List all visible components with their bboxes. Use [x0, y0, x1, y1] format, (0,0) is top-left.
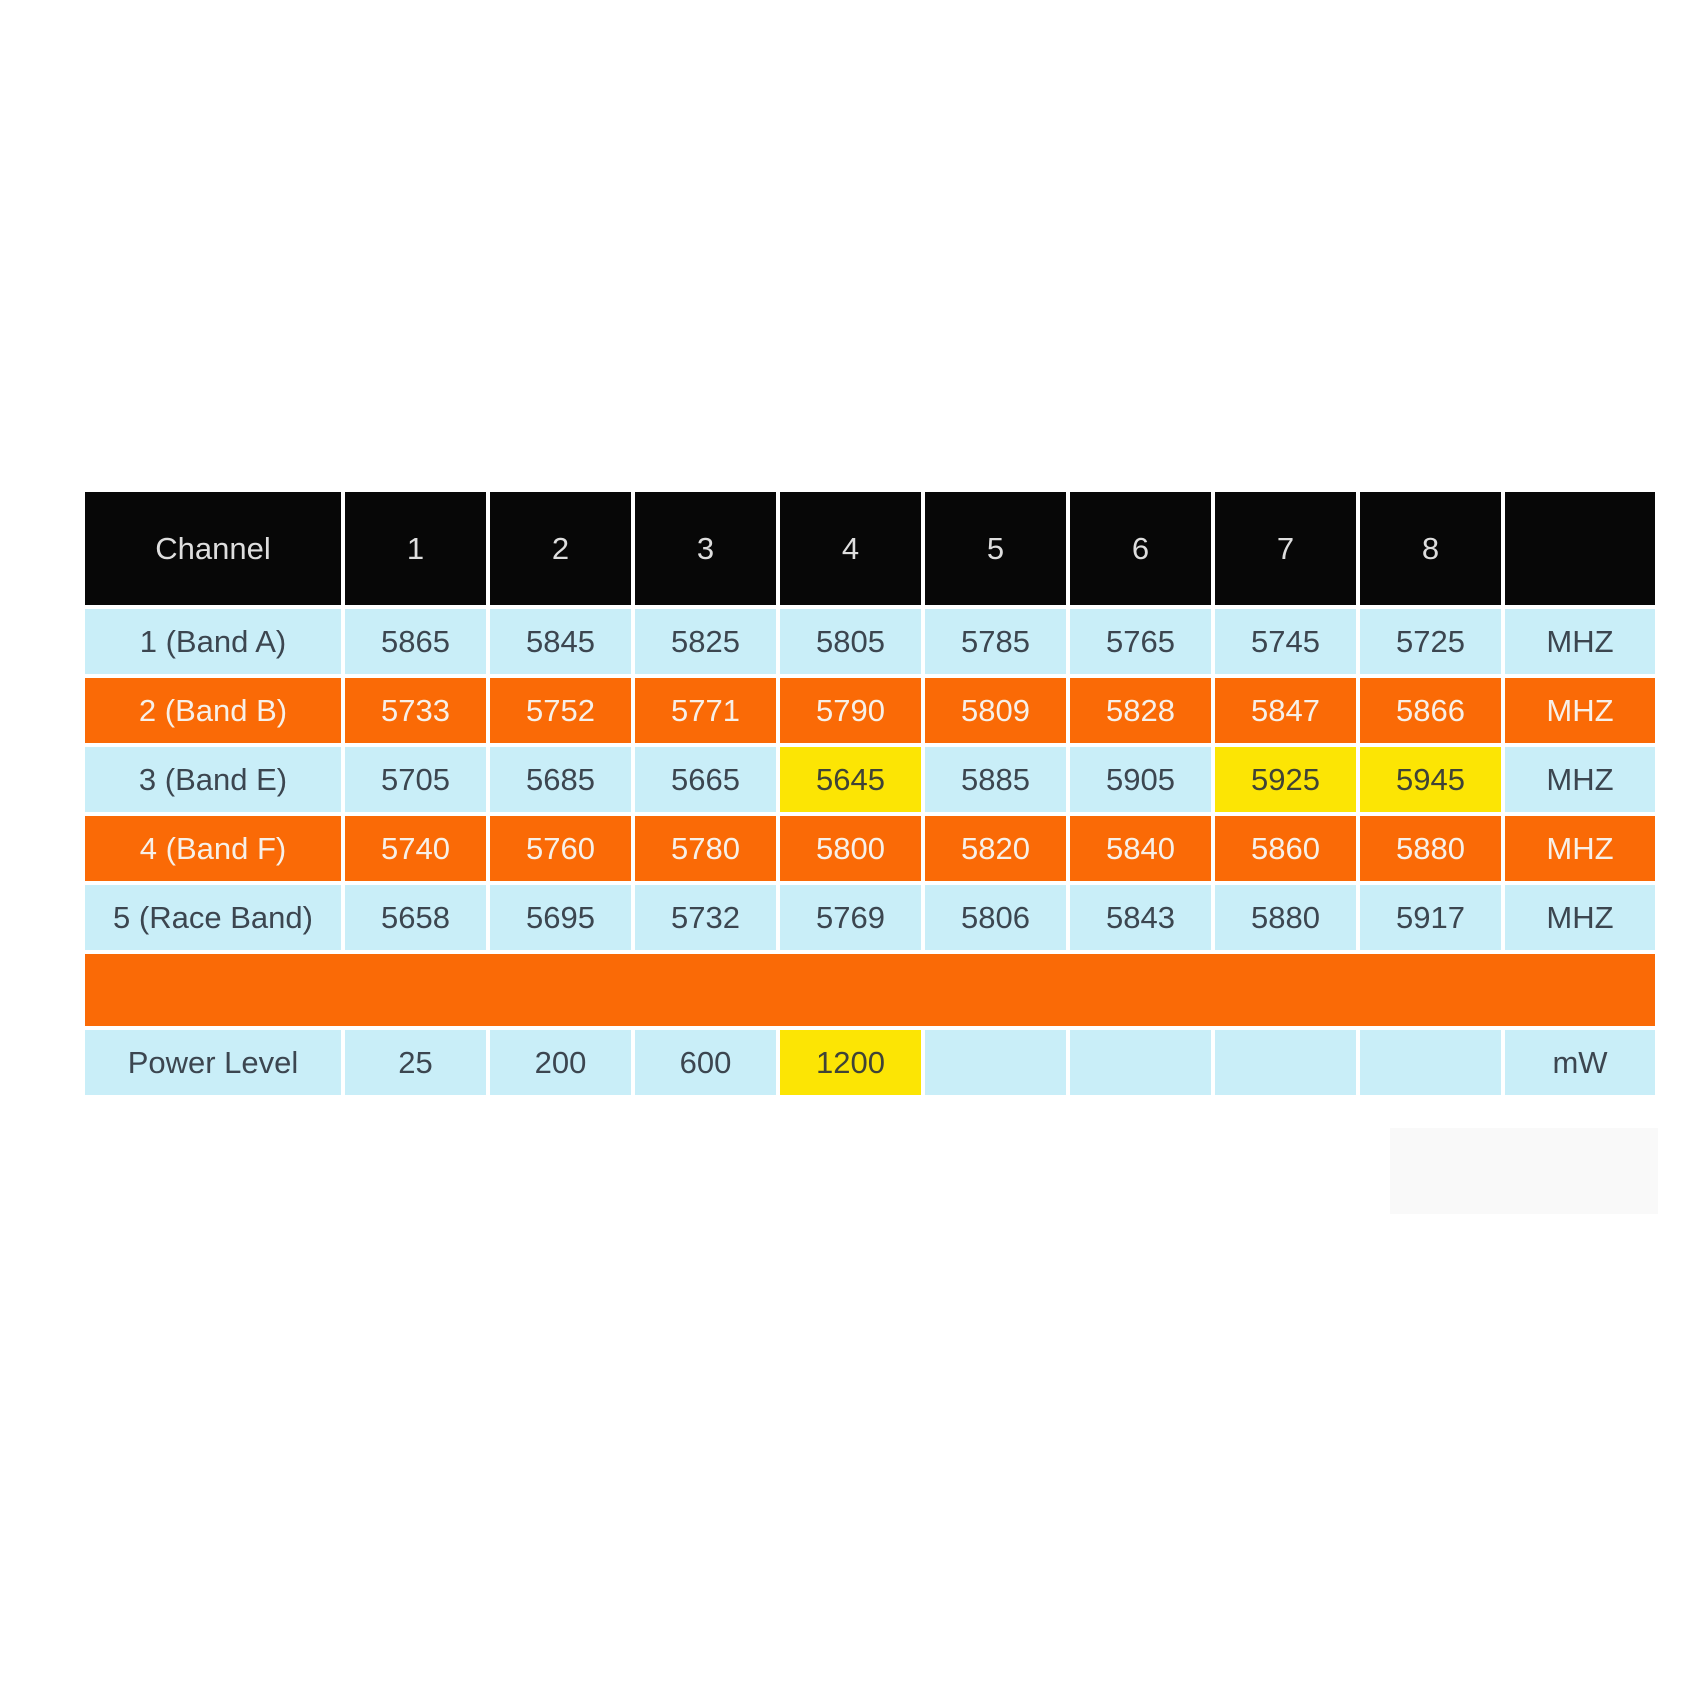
- freq-cell: 5840: [1070, 816, 1211, 881]
- freq-cell: 5828: [1070, 678, 1211, 743]
- freq-cell: 5809: [925, 678, 1066, 743]
- header-cell-ch1: 1: [345, 492, 486, 605]
- power-cell: 600: [635, 1030, 776, 1095]
- unit-cell-mhz: MHZ: [1505, 678, 1655, 743]
- freq-cell: 5860: [1215, 816, 1356, 881]
- freq-cell: 5790: [780, 678, 921, 743]
- power-cell: 200: [490, 1030, 631, 1095]
- freq-cell: 5745: [1215, 609, 1356, 674]
- freq-cell-highlighted: 5925: [1215, 747, 1356, 812]
- freq-cell: 5760: [490, 816, 631, 881]
- freq-cell: 5917: [1360, 885, 1501, 950]
- header-cell-ch6: 6: [1070, 492, 1211, 605]
- row-label-power-level: Power Level: [85, 1030, 341, 1095]
- freq-cell: 5865: [345, 609, 486, 674]
- freq-cell: 5880: [1215, 885, 1356, 950]
- header-cell-ch3: 3: [635, 492, 776, 605]
- freq-cell: 5825: [635, 609, 776, 674]
- row-label-band-a: 1 (Band A): [85, 609, 341, 674]
- header-cell-units: [1505, 492, 1655, 605]
- separator-band: [85, 954, 1655, 1026]
- power-cell: 25: [345, 1030, 486, 1095]
- freq-cell: 5905: [1070, 747, 1211, 812]
- freq-cell: 5765: [1070, 609, 1211, 674]
- header-cell-channel: Channel: [85, 492, 341, 605]
- freq-cell: 5845: [490, 609, 631, 674]
- freq-cell: 5769: [780, 885, 921, 950]
- freq-cell: 5843: [1070, 885, 1211, 950]
- freq-cell: 5695: [490, 885, 631, 950]
- row-label-race-band: 5 (Race Band): [85, 885, 341, 950]
- freq-cell: 5806: [925, 885, 1066, 950]
- power-cell: [1360, 1030, 1501, 1095]
- freq-cell: 5752: [490, 678, 631, 743]
- unit-cell-mhz: MHZ: [1505, 747, 1655, 812]
- unit-cell-mw: mW: [1505, 1030, 1655, 1095]
- power-cell: [1070, 1030, 1211, 1095]
- header-cell-ch7: 7: [1215, 492, 1356, 605]
- power-cell-highlighted: 1200: [780, 1030, 921, 1095]
- header-cell-ch5: 5: [925, 492, 1066, 605]
- row-label-band-e: 3 (Band E): [85, 747, 341, 812]
- freq-cell: 5880: [1360, 816, 1501, 881]
- unit-cell-mhz: MHZ: [1505, 609, 1655, 674]
- unit-cell-mhz: MHZ: [1505, 816, 1655, 881]
- power-cell: [1215, 1030, 1356, 1095]
- freq-cell-highlighted: 5945: [1360, 747, 1501, 812]
- header-cell-ch4: 4: [780, 492, 921, 605]
- freq-cell: 5733: [345, 678, 486, 743]
- freq-cell: 5785: [925, 609, 1066, 674]
- freq-cell: 5885: [925, 747, 1066, 812]
- frequency-table: Channel 1 2 3 4 5 6 7 8 1 (Band A) 5865 …: [85, 492, 1655, 1095]
- freq-cell: 5780: [635, 816, 776, 881]
- freq-cell: 5725: [1360, 609, 1501, 674]
- freq-cell: 5800: [780, 816, 921, 881]
- freq-cell: 5740: [345, 816, 486, 881]
- unit-cell-mhz: MHZ: [1505, 885, 1655, 950]
- power-cell: [925, 1030, 1066, 1095]
- freq-cell: 5771: [635, 678, 776, 743]
- freq-cell: 5805: [780, 609, 921, 674]
- freq-cell: 5705: [345, 747, 486, 812]
- header-cell-ch2: 2: [490, 492, 631, 605]
- freq-cell-highlighted: 5645: [780, 747, 921, 812]
- freq-cell: 5866: [1360, 678, 1501, 743]
- freq-cell: 5820: [925, 816, 1066, 881]
- freq-cell: 5665: [635, 747, 776, 812]
- freq-cell: 5685: [490, 747, 631, 812]
- header-cell-ch8: 8: [1360, 492, 1501, 605]
- row-label-band-b: 2 (Band B): [85, 678, 341, 743]
- freq-cell: 5658: [345, 885, 486, 950]
- freq-cell: 5847: [1215, 678, 1356, 743]
- freq-cell: 5732: [635, 885, 776, 950]
- row-label-band-f: 4 (Band F): [85, 816, 341, 881]
- faint-watermark: [1390, 1128, 1658, 1214]
